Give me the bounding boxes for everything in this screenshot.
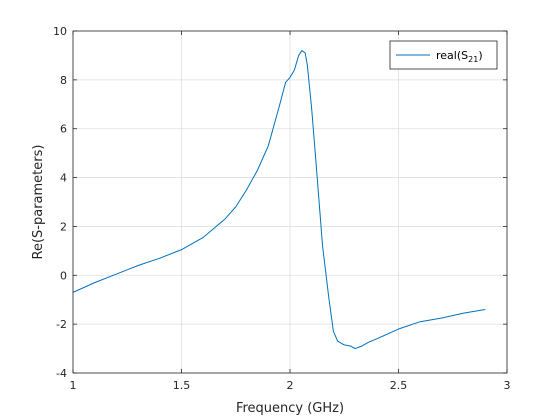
legend-entry-sub: 21 (468, 55, 478, 64)
x-axis-label: Frequency (GHz) (236, 401, 344, 416)
y-tick-label: 2 (60, 220, 67, 233)
legend-entry-close: ) (478, 49, 482, 62)
x-tick-label: 2.5 (390, 379, 408, 392)
legend: real(S21) (389, 40, 498, 70)
series-layer (72, 50, 486, 350)
y-tick-label: 0 (60, 269, 67, 282)
y-tick-label: 8 (60, 74, 67, 87)
legend-entry: real(S21) (436, 49, 483, 64)
y-tick-label: 6 (60, 123, 67, 136)
series-line (72, 50, 486, 350)
plot-frame (72, 30, 508, 374)
x-tick-label: 2 (287, 379, 294, 392)
x-tick-label: 1.5 (173, 379, 191, 392)
axis-ticks: 1 1.5 2 2.5 3 -4 -2 0 2 4 6 8 10 (53, 25, 511, 392)
x-tick-label: 3 (504, 379, 511, 392)
y-axis-label: Re(S-parameters) (31, 145, 46, 260)
y-tick-label: -4 (56, 367, 67, 380)
legend-entry-main: real(S (436, 49, 468, 62)
grid (72, 30, 508, 374)
y-tick-label: 10 (53, 25, 67, 38)
y-tick-label: -2 (56, 318, 67, 331)
y-tick-label: 4 (60, 172, 67, 185)
x-tick-label: 1 (70, 379, 77, 392)
